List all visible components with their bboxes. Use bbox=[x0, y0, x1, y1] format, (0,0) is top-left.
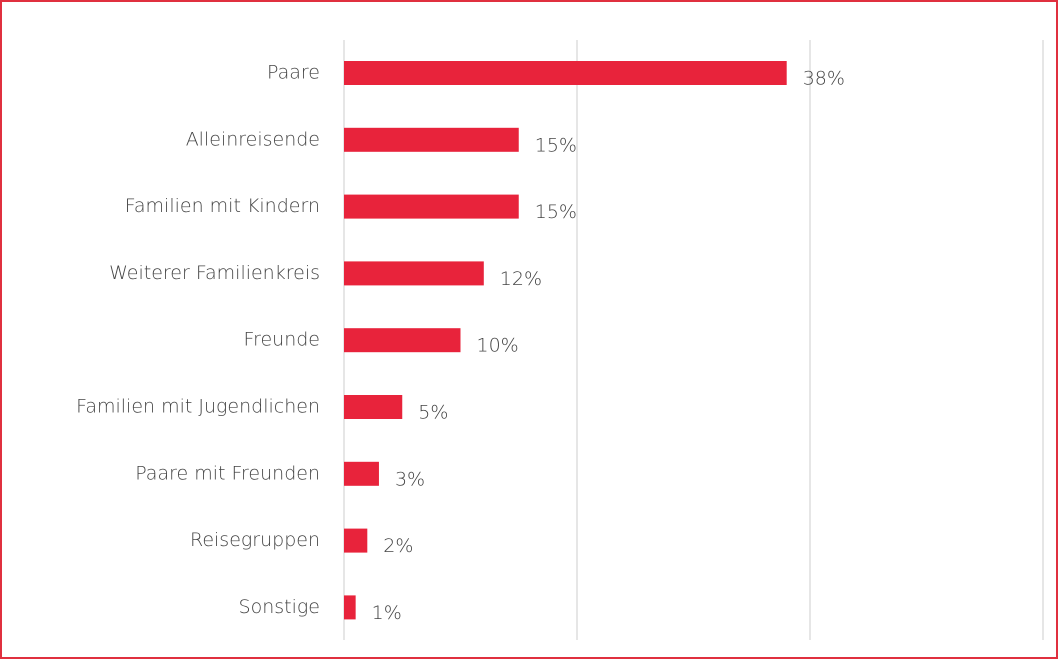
category-label: Sonstige bbox=[239, 596, 320, 618]
value-label: 1% bbox=[372, 602, 402, 624]
value-label: 3% bbox=[395, 468, 425, 490]
category-label: Freunde bbox=[244, 329, 320, 351]
bar bbox=[344, 127, 519, 152]
category-label: Weiterer Familienkreis bbox=[109, 262, 320, 284]
value-label: 12% bbox=[500, 268, 542, 290]
bar bbox=[344, 528, 368, 553]
bar bbox=[344, 395, 403, 419]
bar bbox=[344, 194, 519, 219]
bar bbox=[344, 461, 379, 486]
value-label: 15% bbox=[535, 201, 577, 223]
category-label: Paare bbox=[267, 62, 320, 84]
category-label: Familien mit Jugendlichen bbox=[76, 396, 320, 418]
bar bbox=[344, 61, 787, 85]
bar bbox=[344, 261, 484, 286]
category-label: Alleinreisende bbox=[186, 128, 320, 150]
value-label: 5% bbox=[418, 402, 448, 424]
category-label: Paare mit Freunden bbox=[135, 462, 320, 484]
value-label: 10% bbox=[477, 335, 519, 357]
category-label: Reisegruppen bbox=[190, 529, 320, 551]
value-label: 15% bbox=[535, 134, 577, 156]
bar bbox=[344, 595, 356, 620]
value-label: 38% bbox=[803, 68, 845, 90]
value-label: 2% bbox=[383, 535, 413, 557]
bar bbox=[344, 328, 461, 353]
category-label: Familien mit Kindern bbox=[125, 195, 320, 217]
